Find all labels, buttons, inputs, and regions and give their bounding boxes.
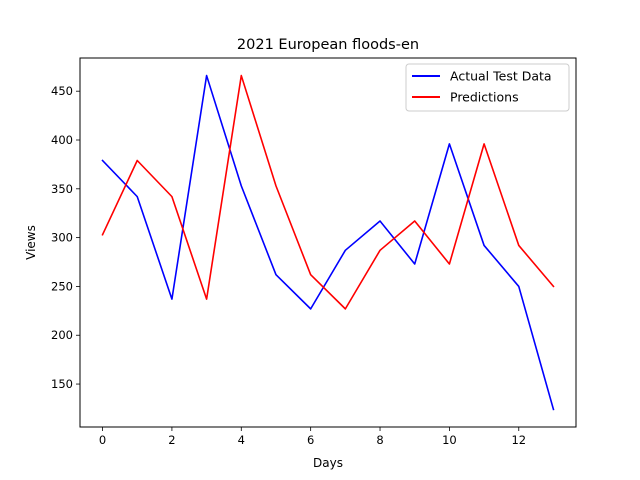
series-line-actual-test-data — [101, 74, 555, 411]
x-tick-label: 10 — [442, 433, 457, 447]
y-tick-label: 150 — [51, 377, 73, 391]
legend-box — [405, 63, 570, 112]
legend: Actual Test Data Predictions — [405, 63, 570, 112]
x-tick-label: 12 — [511, 433, 526, 447]
legend-label-predictions: Predictions — [450, 90, 519, 105]
x-tick-label: 0 — [99, 433, 106, 447]
y-tick-label: 400 — [51, 133, 73, 147]
y-tick-label: 450 — [51, 84, 73, 98]
x-tick-label: 4 — [238, 433, 245, 447]
chart-title: 2021 European floods-en — [237, 37, 419, 53]
legend-label-actual-test-data: Actual Test Data — [450, 69, 552, 84]
x-axis-ticks: 0 2 4 6 8 10 12 — [99, 427, 526, 447]
y-axis-ticks: 150 200 250 300 350 400 450 — [51, 84, 80, 391]
y-axis-label: Views — [24, 225, 38, 260]
y-tick-label: 200 — [51, 328, 73, 342]
y-tick-label: 350 — [51, 182, 73, 196]
plot-area-frame — [79, 57, 577, 428]
x-tick-label: 2 — [168, 433, 175, 447]
y-tick-label: 250 — [51, 279, 73, 293]
x-tick-label: 8 — [376, 433, 383, 447]
y-tick-label: 300 — [51, 231, 73, 245]
series-line-predictions — [101, 74, 555, 310]
x-axis-label: Days — [313, 456, 343, 470]
x-tick-label: 6 — [307, 433, 314, 447]
series-layer — [101, 74, 555, 411]
